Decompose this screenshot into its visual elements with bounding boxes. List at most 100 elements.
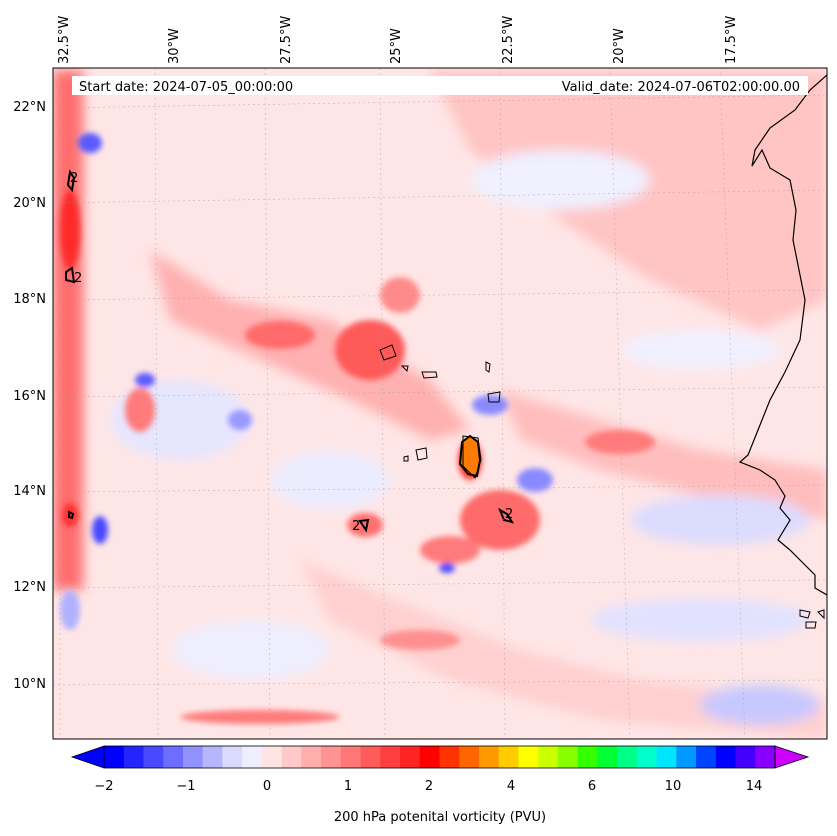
lat-label-2: 20°N [13, 196, 46, 211]
island-santiago [462, 435, 482, 479]
colorbar-segment [261, 746, 283, 768]
pv-low-3 [630, 495, 810, 545]
lat-label-3: 18°N [13, 292, 46, 307]
colorbar-segment [538, 746, 559, 768]
pv-band-north [430, 70, 827, 330]
pv-min-1 [78, 133, 102, 153]
colorbar-segment [380, 746, 401, 768]
colorbar-ticks: −2 −1 0 1 2 4 6 10 14 [94, 779, 762, 794]
colorbar-segment [439, 746, 460, 768]
contour-label-4: 2 [505, 507, 513, 522]
pv-max-10 [347, 513, 383, 537]
islands [379, 344, 501, 479]
cb-tick-8: 10 [665, 779, 682, 794]
pv-max-4 [585, 430, 655, 454]
pv-max-3 [380, 277, 420, 313]
colorbar-segment [617, 746, 638, 768]
lon-label-2: 30°W [167, 28, 182, 64]
pv-max-5 [460, 490, 540, 550]
pv-band-south [300, 560, 827, 739]
lat-label-1: 22°N [13, 100, 46, 115]
contour-west-2 [65, 266, 76, 284]
pv-low-7 [170, 620, 330, 680]
lat-label-7: 10°N [13, 677, 46, 692]
island-brava [403, 455, 409, 462]
lon-label-1: 32.5°W [57, 16, 72, 64]
colorbar-segment [104, 746, 125, 768]
map-frame [52, 67, 828, 740]
pv-west-edge [53, 70, 83, 590]
pv-low-2 [270, 450, 390, 510]
colorbar-segment [419, 746, 440, 768]
pv-low-6 [620, 330, 780, 370]
contour-label-3: 2 [352, 519, 360, 534]
pv-min-6 [439, 563, 455, 573]
colorbar-segment [577, 746, 598, 768]
colorbar-segment [735, 746, 756, 768]
colorbar-segment [478, 746, 500, 768]
colorbar-segment [557, 746, 579, 768]
pv-max-11 [380, 630, 460, 650]
colorbar-segment [163, 746, 184, 768]
colorbar-segment [656, 746, 677, 768]
colorbar-segment [400, 746, 421, 768]
pv-max-7 [420, 536, 480, 564]
lon-label-5: 22.5°W [501, 16, 516, 64]
pv-min-5 [517, 468, 553, 492]
island-sao-vicente [400, 365, 409, 373]
colorbar-segments [104, 746, 776, 768]
cb-tick-3: 0 [263, 779, 271, 794]
lon-labels: 32.5°W 30°W 27.5°W 25°W 22.5°W 20°W 17.5… [57, 16, 739, 64]
pv-max-12 [60, 190, 80, 270]
colorbar-segment [123, 746, 144, 768]
pv-max-9 [125, 388, 155, 432]
colorbar-under-arrow [70, 745, 105, 769]
start-date: Start date: 2024-07-05_00:00:00 [79, 80, 293, 95]
colorbar-segment [715, 746, 737, 768]
colorbar-segment [301, 746, 322, 768]
pv-min-7 [60, 590, 80, 630]
bijagos-islands [799, 609, 825, 629]
lat-labels: 22°N 20°N 18°N 16°N 14°N 12°N 10°N [13, 100, 46, 692]
colorbar-label: 200 hPa potenital vorticity (PVU) [334, 810, 546, 825]
africa-coastline [738, 74, 827, 596]
colorbar-segment [597, 746, 618, 768]
lon-label-6: 20°W [612, 28, 627, 64]
pv-contours [65, 169, 515, 533]
pv-field-detail [60, 133, 655, 724]
pv-band-central [150, 250, 470, 440]
colorbar: −2 −1 0 1 2 4 6 10 14 200 hPa potenital … [70, 745, 810, 825]
lat-label-4: 16°N [13, 389, 46, 404]
island-sal [485, 361, 491, 373]
colorbar-segment [696, 746, 717, 768]
pv-max-1 [245, 321, 315, 349]
lon-label-3: 27.5°W [279, 16, 294, 64]
island-santo-antao [379, 344, 397, 361]
pv-max-8 [180, 710, 340, 724]
valid-date: Valid_date: 2024-07-06T02:00:00.00 [562, 80, 800, 95]
cb-tick-6: 4 [507, 779, 515, 794]
colorbar-segment [202, 746, 223, 768]
pv-min-3 [92, 516, 108, 544]
colorbar-segment [242, 746, 263, 768]
cb-tick-2: −1 [176, 779, 195, 794]
pv-min-2 [135, 373, 155, 387]
lon-label-7: 17.5°W [724, 16, 739, 64]
contour-label-2: 2 [74, 271, 82, 286]
colorbar-segment [143, 746, 164, 768]
colorbar-segment [340, 746, 362, 768]
colorbar-segment [281, 746, 302, 768]
cb-tick-5: 2 [425, 779, 433, 794]
cb-tick-7: 6 [588, 779, 596, 794]
pv-band-east [500, 390, 827, 520]
cb-tick-9: 14 [746, 779, 763, 794]
pv-max-2 [335, 320, 405, 380]
colorbar-segment [676, 746, 697, 768]
colorbar-segment [755, 746, 776, 768]
lat-label-5: 14°N [13, 484, 46, 499]
island-fogo [415, 447, 428, 461]
island-boa-vista [487, 391, 501, 403]
lat-label-6: 12°N [13, 580, 46, 595]
colorbar-over-arrow [774, 745, 810, 769]
